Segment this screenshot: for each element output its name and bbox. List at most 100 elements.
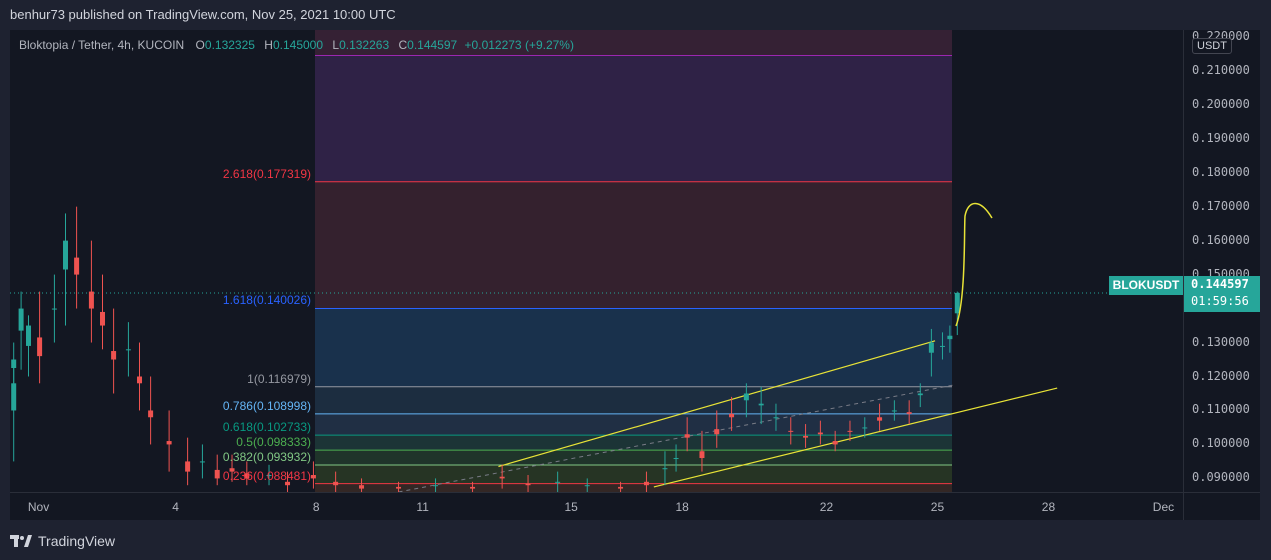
price-tick: 0.180000	[1192, 164, 1250, 179]
candle-body	[359, 485, 365, 489]
candle-body	[525, 483, 531, 486]
channel-mid-line	[398, 384, 954, 492]
candle-body	[166, 441, 172, 445]
candle-body	[817, 432, 823, 435]
candle-body	[891, 410, 897, 412]
high-value: 0.145000	[272, 38, 324, 52]
channel-upper-line	[498, 340, 936, 468]
high-label: H	[264, 38, 273, 52]
candle-body	[906, 412, 912, 414]
candle-body	[499, 476, 505, 479]
candle-body	[74, 257, 80, 275]
brand-name: TradingView	[38, 533, 116, 549]
candle-body	[185, 461, 191, 472]
fib-level-label: 0.5(0.098333)	[236, 435, 311, 450]
fib-zone-band	[315, 386, 952, 414]
fib-level-label: 2.618(0.177319)	[222, 166, 311, 181]
tradingview-logo-icon	[10, 535, 32, 547]
candle-body	[928, 342, 934, 353]
fib-level-label: 0.236(0.088481)	[222, 468, 311, 483]
fib-level-label: 0.382(0.093932)	[222, 450, 311, 465]
candle-body	[26, 325, 32, 346]
candle-body	[584, 485, 590, 487]
candle-body	[714, 429, 720, 435]
chart-area[interactable]: Bloktopia / Tether, 4h, KUCOIN O0.132325…	[10, 29, 1260, 521]
candle-body	[470, 486, 476, 489]
candlestick-chart[interactable]	[10, 30, 1183, 492]
tradingview-brand[interactable]: TradingView	[10, 533, 115, 549]
time-tick: 22	[819, 500, 834, 514]
candle-body	[758, 403, 764, 406]
candle-body	[803, 435, 809, 438]
fib-zone-band	[315, 308, 952, 387]
time-tick: 4	[172, 500, 179, 514]
time-tick: Dec	[1152, 500, 1175, 514]
candle-body	[310, 475, 316, 479]
candle-body	[877, 417, 883, 421]
bar-countdown: 01:59:56	[1191, 294, 1249, 308]
candle-body	[773, 417, 779, 419]
fib-zone-band	[315, 483, 952, 492]
symbol-legend[interactable]: Bloktopia / Tether, 4h, KUCOIN O0.132325…	[19, 38, 574, 52]
plot-pane[interactable]: Bloktopia / Tether, 4h, KUCOIN O0.132325…	[10, 30, 1183, 492]
price-tick: 0.210000	[1192, 62, 1250, 77]
axis-corner	[1183, 492, 1260, 521]
fib-zone-band	[315, 465, 952, 484]
candle-body	[643, 481, 649, 486]
close-value: 0.144597	[407, 38, 458, 52]
price-tick: 0.170000	[1192, 198, 1250, 213]
channel-lower-line	[653, 387, 1058, 488]
time-tick: 25	[930, 500, 945, 514]
fib-level-label: 1.618(0.140026)	[222, 293, 311, 308]
last-price-tag: 0.144597 01:59:56	[1184, 276, 1260, 312]
candle-body	[954, 292, 960, 314]
candle-body	[285, 481, 291, 486]
currency-badge[interactable]: USDT	[1192, 38, 1232, 54]
candle-body	[699, 451, 705, 459]
footer: TradingView	[0, 520, 1271, 560]
candle-body	[229, 468, 235, 472]
candle-body	[244, 473, 250, 479]
price-tick: 0.120000	[1192, 368, 1250, 383]
candle-body	[673, 458, 679, 460]
fib-level-label: 0.618(0.102733)	[222, 420, 311, 435]
time-tick: 18	[675, 500, 689, 514]
time-tick: 28	[1041, 500, 1056, 514]
candle-body	[125, 349, 131, 351]
candle-body	[847, 430, 853, 432]
candle-body	[684, 434, 690, 438]
last-price-value: 0.144597	[1191, 277, 1249, 291]
time-tick: 8	[312, 500, 320, 514]
time-tick: Nov	[27, 500, 50, 514]
open-label: O	[195, 38, 205, 52]
candle-body	[63, 240, 69, 270]
fib-level-label: 1(0.116979)	[247, 371, 311, 386]
price-axis[interactable]: 0.220000 0.210000 0.200000 0.190000 0.180000…	[1183, 29, 1260, 492]
candle-body	[832, 441, 838, 445]
time-axis[interactable]: Nov 4 8 11 15 18 22 25 28 Dec	[10, 492, 1183, 521]
change-value: +0.012273 (+9.27%)	[464, 38, 574, 52]
price-tick: 0.160000	[1192, 232, 1250, 247]
candle-body	[939, 345, 945, 347]
candle-body	[743, 393, 749, 401]
candle-body	[214, 469, 220, 479]
price-tick: 0.090000	[1192, 470, 1250, 485]
fib-zone-top	[315, 30, 952, 56]
candle-body	[618, 486, 624, 489]
candle-body	[18, 308, 24, 331]
price-tick: 0.130000	[1192, 334, 1250, 349]
candle-body	[11, 383, 17, 411]
fib-zone-band	[315, 450, 952, 466]
candle-body	[37, 337, 43, 357]
fib-zone-band	[315, 435, 952, 451]
publish-bar: benhur73 published on TradingView.com, N…	[0, 0, 1271, 30]
low-label: L	[332, 38, 340, 52]
time-tick: 11	[416, 500, 429, 514]
candle-body	[148, 410, 154, 418]
candle-body	[555, 481, 561, 483]
price-tick: 0.200000	[1192, 96, 1250, 111]
symbol-description[interactable]: Bloktopia / Tether, 4h, KUCOIN	[19, 38, 185, 52]
candle-body	[433, 485, 439, 487]
publish-text: benhur73 published on TradingView.com, N…	[10, 7, 396, 22]
candle-body	[51, 308, 57, 310]
